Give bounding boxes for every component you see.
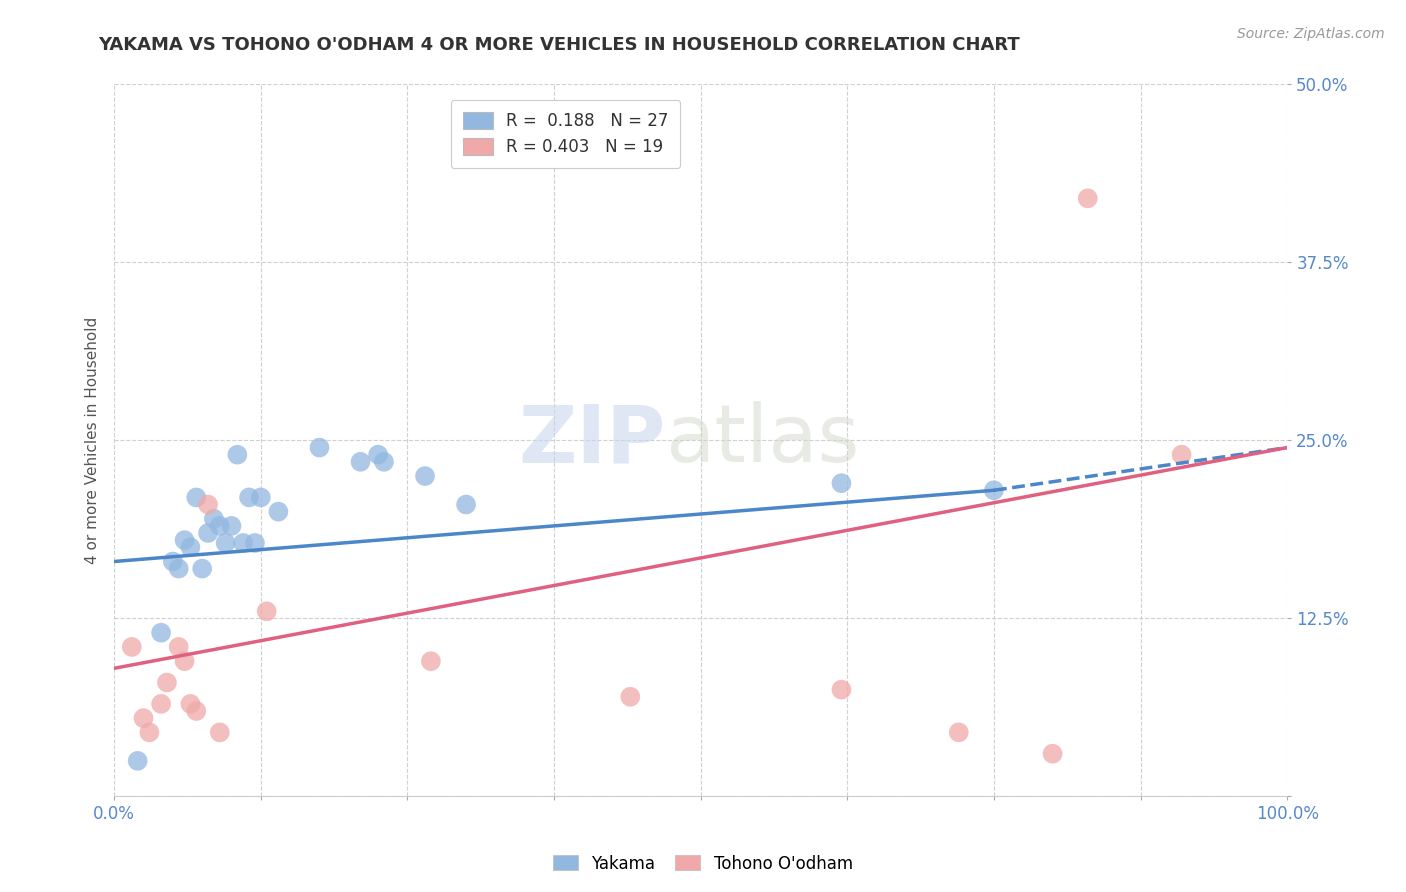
Legend: Yakama, Tohono O'odham: Yakama, Tohono O'odham xyxy=(547,848,859,880)
Point xyxy=(132,711,155,725)
Point xyxy=(243,536,266,550)
Point xyxy=(173,654,195,668)
Point xyxy=(167,640,190,654)
Point xyxy=(238,491,260,505)
Point xyxy=(214,536,236,550)
Point xyxy=(367,448,389,462)
Point xyxy=(413,469,436,483)
Point xyxy=(150,625,173,640)
Point xyxy=(162,554,184,568)
Point xyxy=(308,441,330,455)
Legend: R =  0.188   N = 27, R = 0.403   N = 19: R = 0.188 N = 27, R = 0.403 N = 19 xyxy=(451,100,681,168)
Point xyxy=(983,483,1005,498)
Text: ZIP: ZIP xyxy=(519,401,665,479)
Point xyxy=(179,697,201,711)
Point xyxy=(156,675,179,690)
Point xyxy=(197,498,219,512)
Point xyxy=(373,455,395,469)
Text: atlas: atlas xyxy=(665,401,860,479)
Point xyxy=(167,561,190,575)
Point xyxy=(208,519,231,533)
Text: Source: ZipAtlas.com: Source: ZipAtlas.com xyxy=(1237,27,1385,41)
Point xyxy=(249,491,271,505)
Point xyxy=(267,505,290,519)
Point xyxy=(138,725,160,739)
Point xyxy=(121,640,143,654)
Point xyxy=(150,697,173,711)
Y-axis label: 4 or more Vehicles in Household: 4 or more Vehicles in Household xyxy=(86,317,100,564)
Point xyxy=(830,682,852,697)
Point xyxy=(232,536,254,550)
Text: YAKAMA VS TOHONO O'ODHAM 4 OR MORE VEHICLES IN HOUSEHOLD CORRELATION CHART: YAKAMA VS TOHONO O'ODHAM 4 OR MORE VEHIC… xyxy=(98,36,1021,54)
Point xyxy=(619,690,641,704)
Point xyxy=(948,725,970,739)
Point xyxy=(1077,191,1099,205)
Point xyxy=(127,754,149,768)
Point xyxy=(186,704,208,718)
Point xyxy=(208,725,231,739)
Point xyxy=(173,533,195,548)
Point xyxy=(1042,747,1064,761)
Point xyxy=(179,541,201,555)
Point xyxy=(454,498,477,512)
Point xyxy=(256,604,278,618)
Point xyxy=(1170,448,1192,462)
Point xyxy=(221,519,243,533)
Point xyxy=(349,455,371,469)
Point xyxy=(226,448,249,462)
Point xyxy=(202,512,225,526)
Point xyxy=(419,654,441,668)
Point xyxy=(186,491,208,505)
Point xyxy=(197,526,219,541)
Point xyxy=(191,561,214,575)
Point xyxy=(830,476,852,491)
